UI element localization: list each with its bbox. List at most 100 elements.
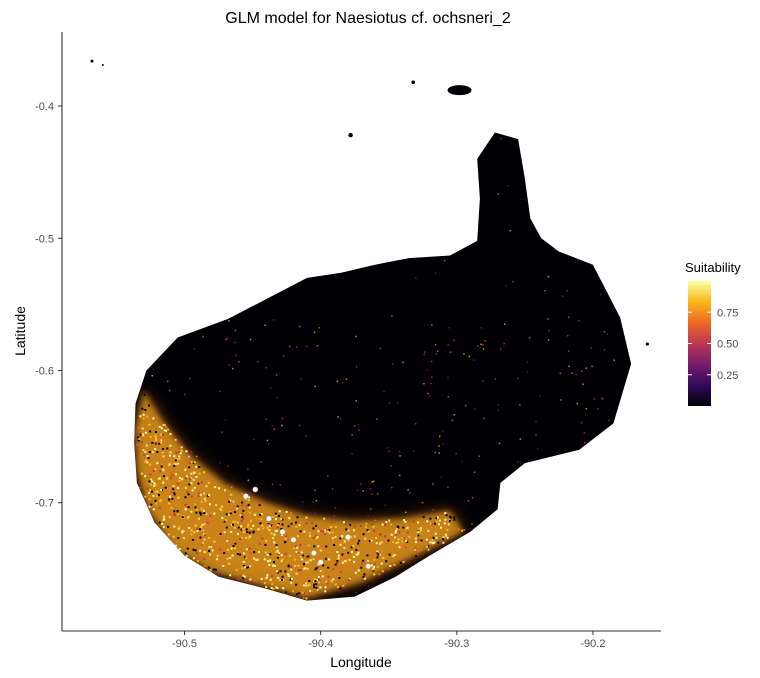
raster-cell <box>282 587 285 590</box>
raster-cell <box>314 580 317 583</box>
raster-cell <box>498 442 501 445</box>
raster-cell <box>295 521 297 524</box>
raster-cell <box>152 368 155 371</box>
raster-cell <box>342 381 344 384</box>
raster-cell <box>152 470 155 473</box>
raster-cell <box>355 549 358 551</box>
raster-cell <box>200 543 203 546</box>
raster-cell <box>248 536 251 539</box>
raster-cell <box>180 449 183 452</box>
raster-cell <box>351 453 353 455</box>
raster-cell <box>239 538 242 540</box>
raster-cell <box>338 577 341 579</box>
raster-cell <box>435 520 438 523</box>
raster-cell <box>468 355 470 358</box>
raster-cell <box>271 575 273 578</box>
raster-cell <box>299 325 301 328</box>
raster-cell <box>220 572 223 575</box>
raster-cell <box>442 541 445 544</box>
raster-cell <box>203 534 206 537</box>
raster-cell <box>203 512 206 515</box>
x-tick-label: -90.2 <box>580 638 605 650</box>
raster-cell <box>352 529 355 532</box>
raster-cell <box>248 553 251 556</box>
raster-cell <box>173 525 176 528</box>
legend-tick-label: 0.25 <box>717 370 738 382</box>
raster-cell <box>590 347 592 349</box>
raster-cell <box>443 522 446 525</box>
raster-cell <box>242 577 245 580</box>
raster-cell <box>372 567 375 570</box>
raster-cell <box>237 526 240 529</box>
raster-cell <box>307 555 310 558</box>
raster-cell <box>567 316 570 319</box>
raster-cell <box>385 521 388 524</box>
raster-cell <box>448 519 451 522</box>
raster-cell <box>336 560 339 562</box>
raster-cell <box>277 576 280 579</box>
raster-cell <box>237 578 240 581</box>
raster-cell <box>482 348 485 350</box>
raster-cell <box>389 565 392 567</box>
raster-cell <box>191 489 194 492</box>
raster-cell <box>171 474 174 477</box>
raster-cell <box>265 418 268 420</box>
raster-cell <box>348 558 351 561</box>
raster-cell <box>322 544 325 547</box>
raster-cell <box>326 530 329 533</box>
raster-cell <box>173 455 176 458</box>
x-tick-label: -90.3 <box>444 638 469 650</box>
raster-cell <box>317 566 320 568</box>
raster-cell <box>194 524 197 527</box>
raster-cell <box>297 569 300 572</box>
raster-cell <box>221 431 223 433</box>
raster-cell <box>149 483 152 486</box>
raster-cell <box>143 454 146 457</box>
raster-cell <box>241 504 244 507</box>
raster-cell <box>480 343 482 346</box>
raster-cell <box>203 557 206 560</box>
raster-cell <box>231 499 234 502</box>
raster-cell <box>275 544 278 547</box>
raster-cell <box>567 350 570 352</box>
raster-cell <box>280 518 283 520</box>
raster-cell <box>230 547 233 550</box>
raster-cell <box>165 429 167 432</box>
raster-cell <box>220 505 223 508</box>
raster-cell <box>184 477 187 480</box>
raster-cell <box>293 549 296 552</box>
raster-cell <box>322 530 325 533</box>
raster-cell <box>275 586 278 589</box>
raster-cell <box>384 504 387 507</box>
raster-cell <box>440 476 443 478</box>
raster-cell <box>226 557 229 560</box>
raster-cell <box>215 558 218 561</box>
raster-cell <box>148 451 151 454</box>
raster-cell <box>535 420 537 423</box>
raster-cell <box>391 486 393 489</box>
raster-cell <box>197 492 200 495</box>
raster-cell <box>330 580 333 583</box>
raster-cell <box>431 324 433 326</box>
raster-cell <box>318 556 321 559</box>
raster-cell <box>315 500 318 502</box>
raster-cell <box>426 545 429 548</box>
raster-cell <box>554 248 556 251</box>
raster-cell <box>585 367 587 369</box>
raster-cell <box>435 353 438 355</box>
raster-cell <box>235 568 238 571</box>
raster-cell <box>315 524 317 527</box>
raster-cell <box>225 338 227 341</box>
raster-cell <box>167 428 169 431</box>
raster-cell <box>149 430 152 433</box>
raster-cell <box>503 323 506 325</box>
raster-cell <box>234 542 237 545</box>
raster-cell <box>248 535 251 538</box>
raster-cell <box>194 506 197 509</box>
raster-cell <box>255 505 258 508</box>
raster-cell <box>358 539 361 542</box>
raster-cell <box>259 513 262 516</box>
raster-cell <box>395 530 397 532</box>
raster-cell <box>218 462 221 464</box>
raster-cell <box>181 531 184 534</box>
